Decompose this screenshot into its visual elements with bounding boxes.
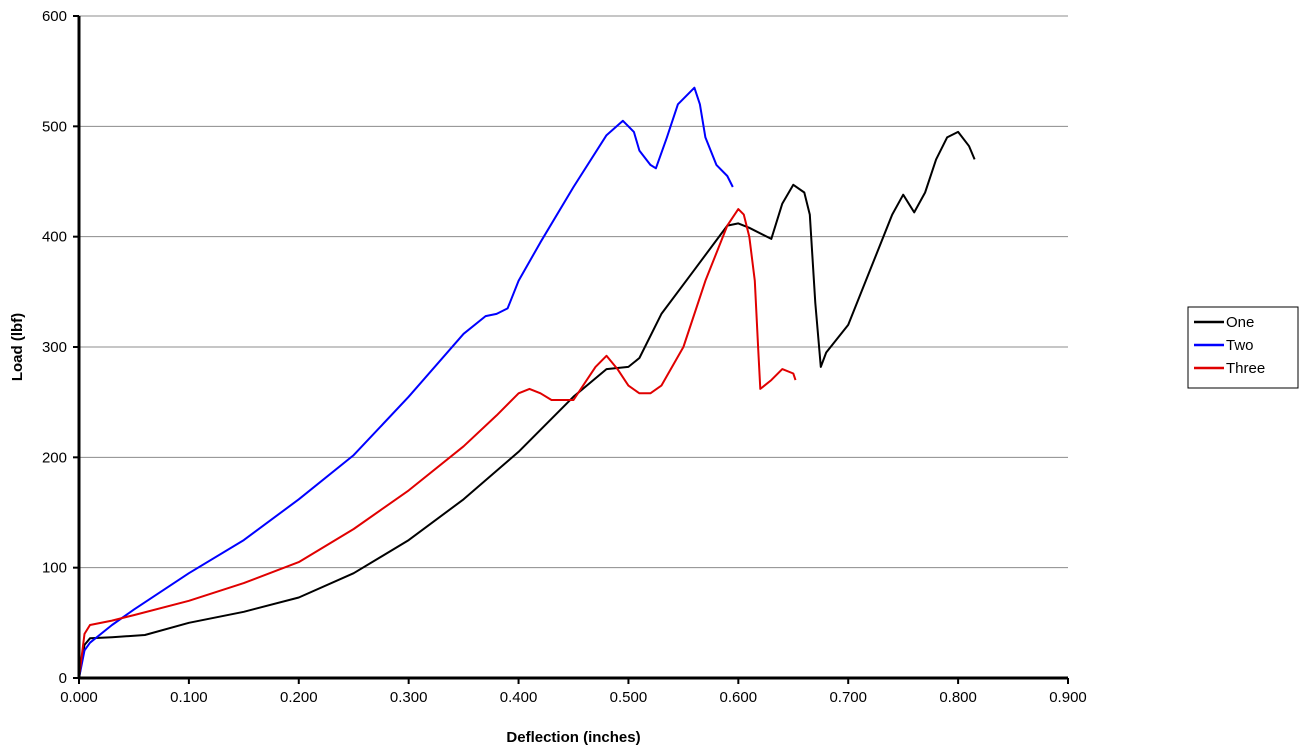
legend: One Two Three (1187, 306, 1299, 389)
y-tick-label-5: 500 (42, 118, 67, 135)
y-tick-label-2: 200 (42, 449, 67, 466)
y-tick-label-3: 300 (42, 339, 67, 356)
x-tick-label-2: 0.200 (280, 689, 318, 706)
y-axis-title: Load (lbf) (9, 313, 26, 381)
y-tick-label-1: 100 (42, 560, 67, 577)
y-tick-label-6: 600 (42, 8, 67, 25)
x-tick-label-5: 0.500 (610, 689, 648, 706)
y-tick-label-0: 0 (59, 670, 67, 687)
gridlines (79, 15, 1068, 569)
x-tick-label-6: 0.600 (720, 689, 758, 706)
legend-item-two: Two (1194, 337, 1254, 354)
x-axis-title: Deflection (inches) (506, 729, 640, 746)
series-group (78, 86, 976, 679)
y-tick-label-4: 400 (42, 229, 67, 246)
x-tick-label-9: 0.900 (1049, 689, 1087, 706)
legend-items: One Two Three (1194, 314, 1265, 377)
x-tick-label-1: 0.100 (170, 689, 208, 706)
legend-label: Two (1226, 337, 1254, 354)
x-tick-label-3: 0.300 (390, 689, 428, 706)
series-line-three (78, 208, 797, 679)
series-line-two (78, 86, 734, 679)
legend-box (1187, 306, 1299, 389)
x-tick-label-0: 0.000 (60, 689, 98, 706)
x-tick-label-8: 0.800 (939, 689, 977, 706)
x-tick-label-7: 0.700 (829, 689, 867, 706)
legend-item-three: Three (1194, 360, 1265, 377)
legend-label: One (1226, 314, 1254, 331)
series-line-one (78, 130, 976, 679)
legend-item-one: One (1194, 314, 1254, 331)
legend-label: Three (1226, 360, 1265, 377)
tick-labels: 0 100 200 300 400 500 600 0.000 0.100 0.200 0.300 0… (42, 8, 1087, 706)
x-tick-label-4: 0.400 (500, 689, 538, 706)
